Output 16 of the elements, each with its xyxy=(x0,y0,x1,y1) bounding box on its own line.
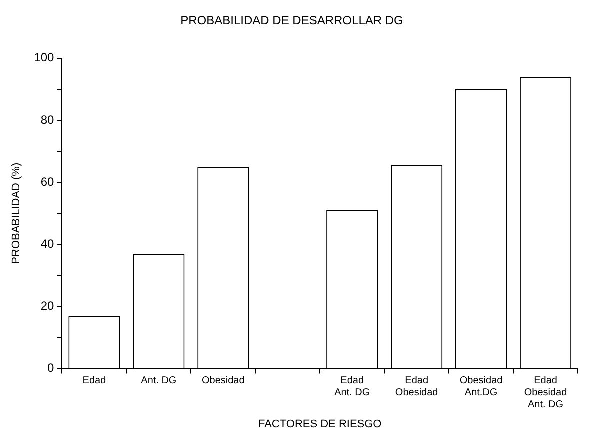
chart-title: PROBABILIDAD DE DESARROLLAR DG xyxy=(180,14,404,28)
x-tick-label: Edad Obesidad Ant. DG xyxy=(524,376,568,411)
y-tick-label: 40 xyxy=(40,236,55,251)
y-tick-label: 20 xyxy=(40,299,55,314)
y-axis-title: PROBABILIDAD (%) xyxy=(10,162,23,264)
y-tick-label: 80 xyxy=(40,112,55,127)
x-axis-title: FACTORES DE RIESGO xyxy=(258,418,382,430)
y-tick-label: 100 xyxy=(34,50,55,65)
y-tick-label: 60 xyxy=(40,174,55,189)
x-tick-label: Edad Obesidad xyxy=(395,376,438,399)
x-tick-label: Obesidad Ant.DG xyxy=(460,376,503,399)
y-tick-label: 0 xyxy=(48,361,55,376)
x-tick-label: Edad Ant. DG xyxy=(334,376,370,399)
x-tick-label: Ant. DG xyxy=(141,376,177,387)
x-tick-label: Obesidad xyxy=(202,376,245,387)
x-tick-label: Edad xyxy=(82,376,106,387)
